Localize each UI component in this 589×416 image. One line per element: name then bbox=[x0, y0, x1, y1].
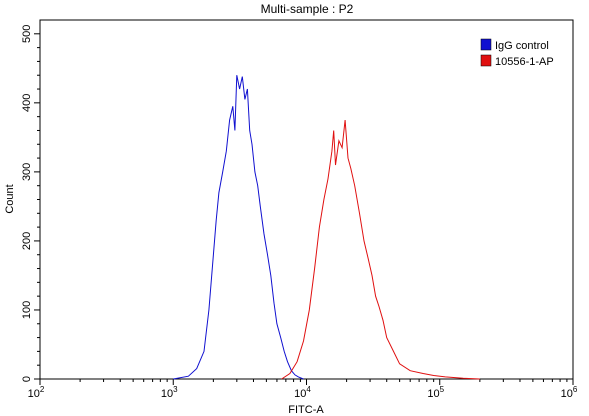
legend-label-igg-control: IgG control bbox=[495, 40, 549, 52]
y-tick-label: 400 bbox=[21, 94, 33, 112]
y-tick-label: 500 bbox=[21, 25, 33, 43]
y-tick-label: 200 bbox=[21, 232, 33, 250]
series-line-1 bbox=[281, 120, 480, 380]
legend-swatch-10556-1-ap bbox=[480, 54, 492, 67]
x-axis: 102 103 104 105 106 bbox=[28, 379, 578, 400]
y-tick-label: 300 bbox=[21, 163, 33, 181]
x-axis-label: FITC-A bbox=[288, 404, 324, 416]
legend-label-10556-1-ap: 10556-1-AP bbox=[495, 56, 554, 68]
x-tick-label: 106 bbox=[561, 385, 578, 400]
x-tick-label: 103 bbox=[161, 385, 178, 400]
x-tick-label: 102 bbox=[28, 385, 45, 400]
x-tick-label: 105 bbox=[427, 385, 444, 400]
y-tick-label: 0 bbox=[21, 376, 33, 382]
y-axis: 0 100 200 300 400 500 bbox=[21, 25, 40, 382]
series-layer bbox=[173, 75, 480, 380]
legend-swatch-igg-control bbox=[480, 38, 492, 51]
series-line-0 bbox=[173, 75, 304, 380]
legend: IgG control 10556-1-AP bbox=[480, 38, 554, 68]
y-axis-label: Count bbox=[4, 184, 16, 213]
chart-title: Multi-sample : P2 bbox=[261, 2, 354, 16]
plot-area bbox=[39, 19, 574, 380]
y-tick-label: 100 bbox=[21, 301, 33, 319]
x-tick-label: 104 bbox=[294, 385, 311, 400]
